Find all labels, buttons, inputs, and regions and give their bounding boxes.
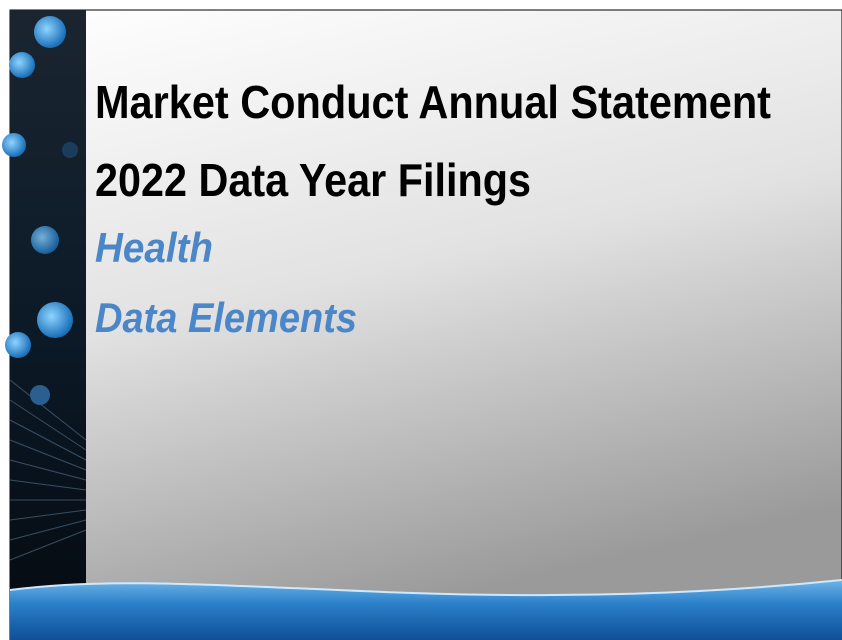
title-line: Market Conduct Annual Statement	[95, 76, 771, 128]
title-line: 2022 Data Year Filings	[95, 154, 531, 206]
decorative-strip	[2, 10, 86, 630]
subtitle-line: Data Elements	[95, 294, 357, 341]
page: Market Conduct Annual Statement 2022 Dat…	[0, 0, 842, 640]
slide: Market Conduct Annual Statement 2022 Dat…	[0, 0, 842, 640]
subtitle-line: Health	[95, 224, 213, 271]
